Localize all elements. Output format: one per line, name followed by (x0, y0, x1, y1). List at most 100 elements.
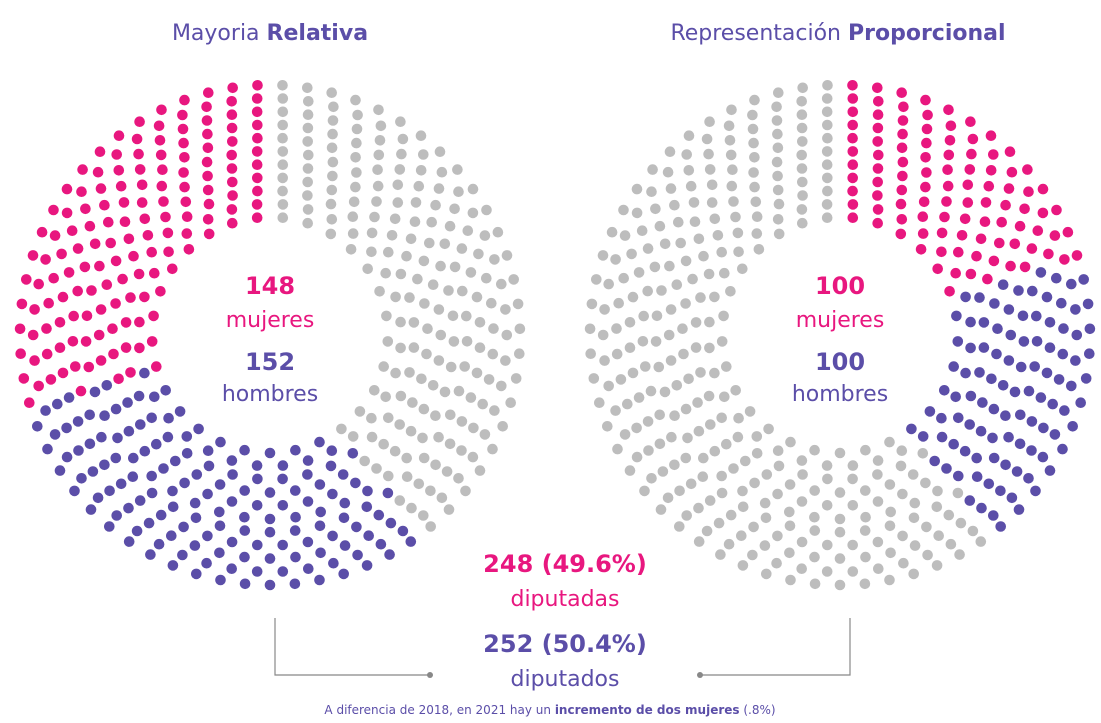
seat-mujer (101, 279, 113, 291)
seat-other (627, 291, 639, 303)
seat-hombre (964, 495, 976, 506)
seat-other (885, 506, 896, 518)
seat-mujer (80, 336, 92, 347)
seat-mujer (1032, 225, 1044, 236)
seat-other (651, 310, 663, 322)
seat-mujer (113, 130, 125, 141)
seat-other (436, 166, 448, 178)
seat-mujer (920, 94, 931, 106)
seat-hombre (1000, 459, 1011, 471)
seat-mujer (177, 109, 188, 121)
seat-other (822, 473, 833, 485)
seat-mujer (1022, 164, 1033, 175)
seat-other (689, 216, 701, 227)
seat-other (733, 412, 744, 424)
seat-hombre (92, 492, 104, 504)
seat-other (481, 272, 492, 284)
seat-hombre (361, 560, 373, 571)
seat-other (884, 520, 896, 532)
seat-other (784, 520, 796, 532)
seat-other (433, 304, 445, 315)
seat-hombre (166, 530, 177, 541)
men-label: diputados (511, 667, 620, 692)
seat-other (933, 530, 944, 541)
seat-hombre (382, 487, 394, 499)
seat-other (401, 471, 413, 483)
seat-hombre (87, 466, 99, 477)
seat-mujer (84, 220, 96, 232)
seat-mujer (41, 348, 53, 360)
seat-mujer (252, 132, 263, 144)
seat-mujer (21, 274, 32, 285)
seat-hombre (339, 540, 351, 551)
seat-mujer (203, 198, 215, 210)
seat-hombre (99, 410, 110, 422)
women-name: mujeres (226, 308, 315, 333)
seat-mujer (945, 120, 957, 132)
seat-other (373, 149, 385, 161)
seat-other (680, 298, 691, 309)
seat-other (656, 285, 667, 296)
seat-other (796, 96, 807, 107)
seat-mujer (123, 233, 135, 245)
seat-other (771, 101, 782, 113)
seat-hombre (1014, 438, 1026, 450)
seat-hombre (264, 579, 276, 591)
seat-hombre (89, 386, 101, 398)
seat-hombre (1053, 374, 1065, 385)
seat-other (492, 226, 504, 238)
seat-other (773, 228, 785, 240)
seat-mujer (179, 152, 190, 163)
seat-hombre (153, 538, 165, 550)
seat-other (704, 342, 715, 354)
seat-other (481, 204, 492, 216)
seat-other (884, 574, 895, 586)
seat-hombre (251, 539, 263, 551)
footnote-text: A diferencia de 2018, en 2021 hay un (324, 703, 554, 717)
seat-other (433, 431, 444, 443)
seat-other (347, 431, 359, 442)
seat-hombre (181, 448, 193, 459)
seat-hombre (976, 502, 987, 514)
seat-hombre (1066, 380, 1077, 392)
seat-other (373, 104, 384, 116)
women-count: 148 (245, 272, 295, 300)
seat-hombre (960, 367, 971, 379)
seat-other (682, 432, 693, 444)
seat-mujer (139, 291, 150, 303)
seat-mujer (139, 213, 151, 225)
seat-hombre (190, 512, 202, 524)
seat-other (401, 452, 413, 464)
seat-other (444, 438, 456, 450)
seat-other (427, 279, 439, 291)
seat-other (631, 451, 643, 463)
seat-other (725, 286, 736, 297)
seat-other (847, 566, 859, 577)
seat-other (665, 183, 677, 194)
seat-other (350, 152, 361, 163)
seat-other (378, 438, 390, 450)
seat-hombre (122, 397, 133, 408)
seat-hombre (965, 390, 977, 402)
seat-mujer (125, 367, 136, 378)
seat-hombre (215, 574, 226, 586)
seat-other (909, 540, 921, 551)
seat-other (723, 538, 735, 550)
seat-hombre (1000, 410, 1011, 422)
seat-mujer (120, 317, 132, 328)
seat-hombre (290, 551, 301, 563)
seat-mujer (964, 164, 976, 175)
seat-other (408, 342, 420, 353)
seat-other (597, 329, 609, 341)
seat-mujer (113, 373, 124, 385)
seat-hombre (191, 469, 203, 480)
seat-other (302, 122, 314, 134)
seat-other (389, 213, 401, 225)
seat-other (921, 521, 932, 533)
seat-other (445, 361, 457, 373)
seat-mujer (119, 216, 131, 227)
seat-other (809, 578, 821, 590)
seat-other (439, 238, 451, 250)
seat-other (701, 133, 713, 145)
seat-other (796, 122, 808, 134)
